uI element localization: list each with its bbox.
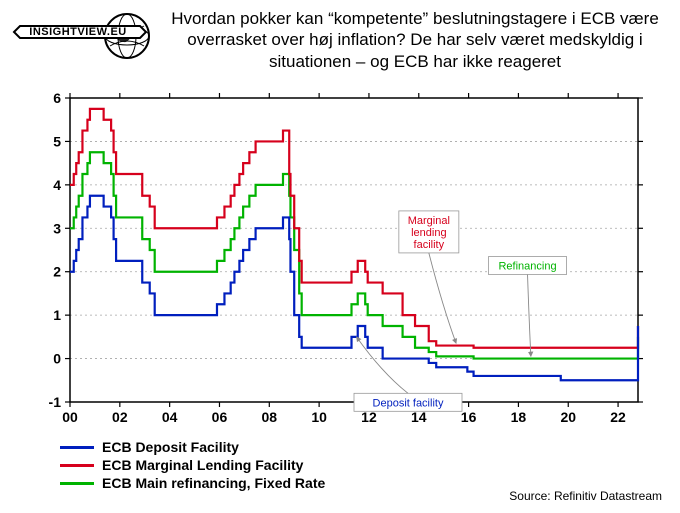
annotation-text-marginal: facility — [414, 239, 445, 251]
legend-swatch — [60, 446, 94, 449]
annotation-text-marginal: Marginal — [408, 215, 450, 227]
series-refi — [70, 152, 638, 358]
x-tick-label: 22 — [610, 409, 626, 425]
legend-item-deposit: ECB Deposit Facility — [60, 438, 325, 456]
page-title: Hvordan pokker kan “kompetente” beslutni… — [170, 8, 660, 72]
y-tick-label: 2 — [53, 264, 61, 280]
source-credit: Source: Refinitiv Datastream — [509, 489, 662, 503]
x-tick-label: 10 — [311, 409, 327, 425]
legend-swatch — [60, 464, 94, 467]
legend-label: ECB Main refinancing, Fixed Rate — [102, 474, 325, 492]
y-tick-label: 1 — [53, 307, 61, 323]
x-tick-label: 02 — [112, 409, 128, 425]
rates-chart: -10123456000204060810121416182022Margina… — [30, 90, 650, 430]
brand-logo: INSIGHTVIEW.EU — [12, 8, 162, 68]
legend-item-marginal: ECB Marginal Lending Facility — [60, 456, 325, 474]
annotation-text-refi: Refinancing — [498, 261, 556, 273]
y-tick-label: 5 — [53, 133, 61, 149]
annotation-arrow-marginal — [429, 253, 456, 343]
x-tick-label: 06 — [212, 409, 228, 425]
legend-item-refi: ECB Main refinancing, Fixed Rate — [60, 474, 325, 492]
legend-label: ECB Marginal Lending Facility — [102, 456, 303, 474]
legend-label: ECB Deposit Facility — [102, 438, 239, 456]
brand-banner: INSIGHTVIEW.EU — [14, 26, 146, 38]
y-tick-label: 4 — [53, 177, 61, 193]
x-tick-label: 00 — [62, 409, 78, 425]
chart-legend: ECB Deposit FacilityECB Marginal Lending… — [60, 438, 325, 492]
legend-swatch — [60, 482, 94, 485]
x-tick-label: 04 — [162, 409, 178, 425]
x-tick-label: 20 — [560, 409, 576, 425]
annotation-text-marginal: lending — [411, 227, 446, 239]
x-tick-label: 16 — [461, 409, 477, 425]
brand-text: INSIGHTVIEW.EU — [29, 26, 126, 38]
x-tick-label: 08 — [262, 409, 278, 425]
y-tick-label: 0 — [53, 351, 61, 367]
annotation-arrow-deposit — [356, 337, 408, 393]
y-tick-label: -1 — [49, 394, 62, 410]
annotation-text-deposit: Deposit facility — [373, 397, 444, 409]
y-tick-label: 6 — [53, 90, 61, 106]
y-tick-label: 3 — [53, 220, 61, 236]
x-tick-label: 18 — [511, 409, 527, 425]
page-root: INSIGHTVIEW.EU Hvordan pokker kan “kompe… — [0, 0, 680, 513]
